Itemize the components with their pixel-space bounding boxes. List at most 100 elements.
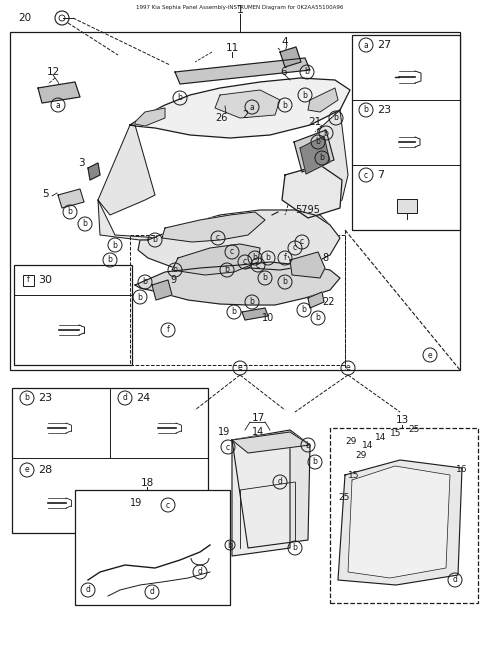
Text: b: b bbox=[113, 240, 118, 249]
Polygon shape bbox=[215, 90, 280, 118]
Polygon shape bbox=[280, 47, 301, 67]
Polygon shape bbox=[338, 460, 462, 585]
Text: a: a bbox=[250, 102, 254, 112]
Bar bbox=[330, 428, 478, 603]
Polygon shape bbox=[300, 136, 330, 174]
Text: b: b bbox=[263, 273, 267, 282]
Text: b: b bbox=[283, 100, 288, 110]
Text: 29: 29 bbox=[345, 438, 356, 447]
Polygon shape bbox=[294, 130, 334, 172]
Text: 2: 2 bbox=[242, 110, 248, 120]
Polygon shape bbox=[88, 163, 100, 180]
Text: b: b bbox=[143, 277, 147, 286]
Text: c: c bbox=[216, 234, 220, 242]
Text: 5795: 5795 bbox=[295, 205, 320, 215]
Text: b: b bbox=[24, 393, 29, 403]
Text: 28: 28 bbox=[38, 465, 52, 475]
Text: b: b bbox=[334, 114, 338, 123]
Text: f: f bbox=[284, 253, 287, 263]
Text: b: b bbox=[250, 298, 254, 306]
Polygon shape bbox=[130, 78, 350, 138]
Text: f: f bbox=[26, 275, 29, 284]
Text: 15: 15 bbox=[390, 428, 401, 438]
Polygon shape bbox=[232, 432, 310, 453]
Polygon shape bbox=[282, 165, 342, 218]
Text: 9: 9 bbox=[170, 275, 176, 285]
Text: c: c bbox=[230, 248, 234, 257]
Text: 29: 29 bbox=[355, 451, 366, 461]
Text: d: d bbox=[150, 587, 155, 597]
Text: d: d bbox=[122, 393, 127, 403]
Text: c: c bbox=[300, 238, 304, 246]
Text: 14: 14 bbox=[375, 432, 386, 442]
Text: b: b bbox=[228, 541, 232, 550]
Polygon shape bbox=[135, 108, 165, 126]
Text: 13: 13 bbox=[396, 415, 408, 425]
Polygon shape bbox=[38, 82, 80, 103]
Text: 19: 19 bbox=[130, 498, 142, 508]
Text: d: d bbox=[198, 568, 203, 576]
Polygon shape bbox=[242, 308, 268, 320]
Bar bbox=[23, 275, 34, 286]
Polygon shape bbox=[172, 244, 260, 275]
Text: 18: 18 bbox=[140, 478, 154, 488]
Text: 11: 11 bbox=[226, 43, 239, 53]
Text: 19: 19 bbox=[218, 427, 230, 437]
Text: 14: 14 bbox=[362, 440, 373, 449]
Bar bbox=[14, 265, 132, 365]
Text: b: b bbox=[315, 314, 321, 323]
Polygon shape bbox=[348, 466, 450, 578]
Polygon shape bbox=[162, 212, 265, 242]
Text: 25: 25 bbox=[338, 494, 349, 502]
Text: b: b bbox=[68, 207, 72, 216]
Text: 16: 16 bbox=[456, 465, 468, 475]
Polygon shape bbox=[135, 262, 340, 305]
Text: b: b bbox=[306, 440, 311, 449]
Polygon shape bbox=[58, 189, 84, 208]
Text: b: b bbox=[173, 265, 178, 275]
Text: b: b bbox=[265, 253, 270, 263]
Text: 15: 15 bbox=[348, 471, 360, 480]
Text: c: c bbox=[166, 500, 170, 510]
Text: c: c bbox=[256, 261, 260, 269]
Text: b: b bbox=[231, 308, 237, 317]
Polygon shape bbox=[152, 280, 172, 300]
Text: b: b bbox=[305, 67, 310, 77]
Polygon shape bbox=[98, 200, 330, 240]
Polygon shape bbox=[175, 58, 310, 84]
Text: a: a bbox=[364, 40, 368, 50]
Polygon shape bbox=[308, 110, 348, 215]
Text: b: b bbox=[252, 253, 257, 263]
Text: 25: 25 bbox=[408, 426, 420, 434]
Text: 1: 1 bbox=[237, 5, 243, 15]
Text: 8: 8 bbox=[322, 253, 328, 263]
Bar bbox=[10, 32, 460, 370]
Text: 14: 14 bbox=[252, 427, 264, 437]
Polygon shape bbox=[232, 430, 310, 548]
Text: 23: 23 bbox=[38, 393, 52, 403]
Text: b: b bbox=[324, 129, 328, 137]
Text: c: c bbox=[364, 170, 368, 180]
Text: 5: 5 bbox=[42, 189, 48, 199]
Text: 22: 22 bbox=[322, 297, 335, 307]
Text: b: b bbox=[108, 255, 112, 265]
Text: b: b bbox=[363, 106, 369, 114]
Text: e: e bbox=[238, 364, 242, 372]
Text: 23: 23 bbox=[377, 105, 391, 115]
Bar bbox=[75, 490, 230, 605]
Text: 10: 10 bbox=[262, 313, 274, 323]
Text: 6: 6 bbox=[280, 67, 287, 77]
Text: b: b bbox=[225, 265, 229, 275]
Text: b: b bbox=[293, 543, 298, 552]
Text: b: b bbox=[138, 292, 143, 302]
Text: d: d bbox=[277, 477, 282, 486]
Text: 1997 Kia Sephia Panel Assembly-INSTRUMEN Diagram for 0K2AA55100A96: 1997 Kia Sephia Panel Assembly-INSTRUMEN… bbox=[136, 5, 344, 10]
Text: 21: 21 bbox=[308, 117, 321, 127]
Text: 24: 24 bbox=[136, 393, 150, 403]
Text: 3: 3 bbox=[78, 158, 84, 168]
Text: 26: 26 bbox=[215, 113, 228, 123]
Text: 12: 12 bbox=[47, 67, 60, 77]
Text: 4: 4 bbox=[282, 37, 288, 47]
Text: b: b bbox=[83, 220, 87, 228]
Text: b: b bbox=[315, 137, 321, 147]
